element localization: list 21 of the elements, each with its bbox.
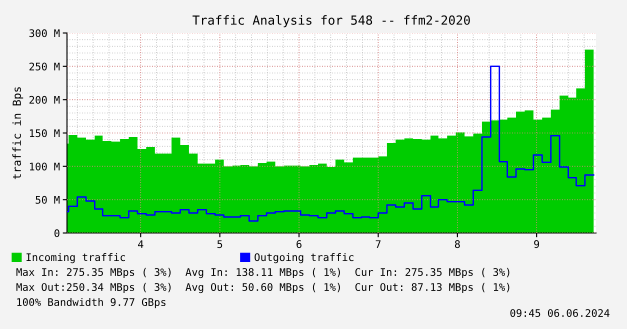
y-tick-label: 0	[54, 229, 60, 238]
y-tick-label: 150 M	[30, 129, 60, 138]
legend-label: Outgoing traffic	[254, 253, 354, 264]
y-axis-title: traffic in Bps	[12, 87, 24, 180]
chart-title: Traffic Analysis for 548 -- ffm2-2020	[192, 15, 470, 28]
y-tick-label: 250 M	[29, 62, 60, 70]
y-tick-label: 50 M	[36, 196, 60, 204]
y-tick-label: 200 M	[29, 96, 60, 104]
x-tick-label: 9	[534, 240, 540, 248]
text: Max In: 275.35 MBps ( 3%) Avg In: 138.11 MBps ( 1%) Cur In: 275.35 MBps ( 3%)	[16, 268, 510, 278]
y-tick-label: 300 M	[29, 29, 60, 38]
text: 09:45 06.06.2024	[510, 309, 610, 317]
legend-label: Incoming traffic	[26, 253, 126, 264]
x-tick-label: 6	[296, 240, 302, 248]
x-tick-label: 7	[376, 240, 381, 248]
text: 100% Bandwidth 9.77 GBps	[17, 298, 166, 308]
x-tick-label: 4	[138, 240, 144, 248]
x-tick-label: 8	[454, 240, 460, 248]
text: Max Out:250.34 MBps ( 3%) Avg Out: 50.60 MBps ( 1%) Cur Out: 87.13 MBps ( 1%)	[16, 282, 510, 294]
y-tick-label: 100 M	[30, 162, 60, 170]
x-tick-label: 5	[217, 240, 222, 248]
